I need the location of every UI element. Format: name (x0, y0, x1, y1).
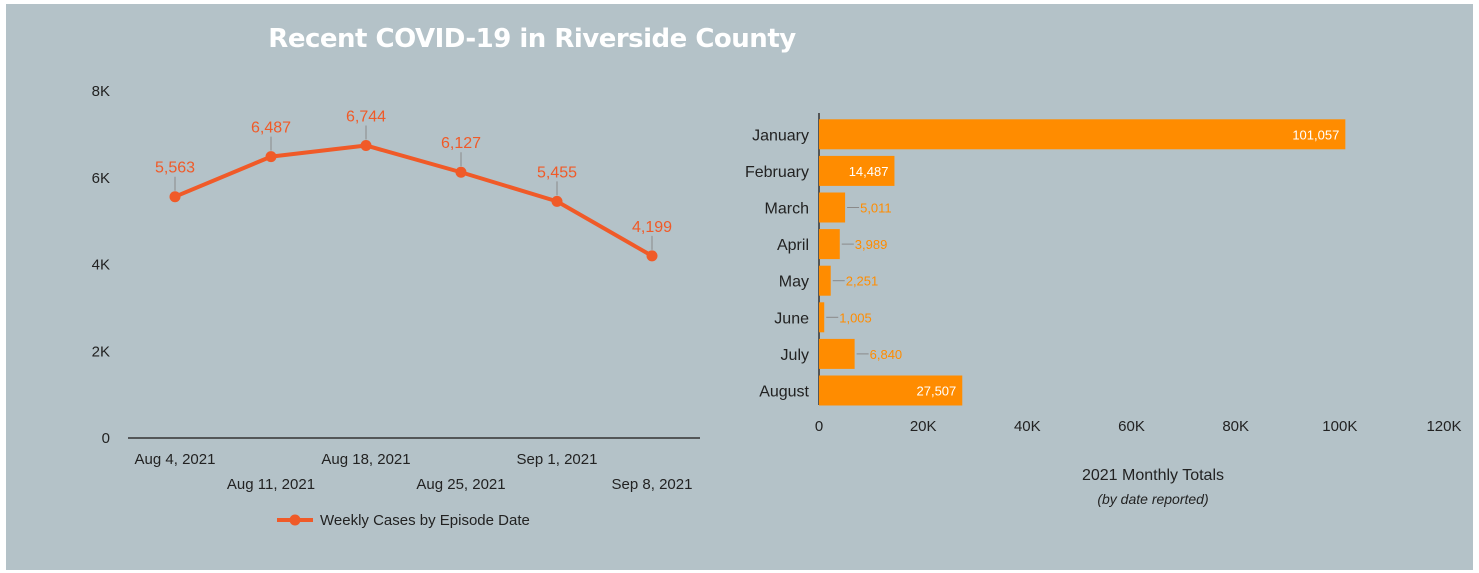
data-point (169, 191, 181, 203)
data-label: 5,455 (537, 164, 577, 181)
data-label: 4,199 (632, 219, 672, 236)
data-label: 3,989 (855, 237, 888, 252)
monthly-totals-bar-chart: January 101,057 February 14,487 March 5,011 Ap… (745, 113, 1462, 507)
category-label: January (752, 127, 809, 144)
data-point (551, 195, 563, 207)
x-axis-title: 2021 Monthly Totals (1082, 467, 1224, 484)
x-tick-label: 100K (1322, 418, 1357, 435)
x-tick-label: 80K (1222, 418, 1249, 435)
x-tick-label: 60K (1118, 418, 1145, 435)
y-tick-label: 8K (92, 83, 110, 100)
data-label: 5,011 (860, 201, 892, 216)
category-label: February (745, 164, 809, 181)
y-tick-label: 4K (92, 257, 110, 274)
bar (819, 338, 855, 369)
data-label: 6,487 (251, 120, 291, 137)
x-tick-label: Sep 1, 2021 (517, 451, 598, 468)
category-label: April (777, 237, 809, 254)
x-tick-label: Aug 18, 2021 (321, 451, 410, 468)
x-tick-label: Sep 8, 2021 (612, 476, 693, 493)
data-point (265, 151, 277, 163)
x-tick-label: 40K (1014, 418, 1041, 435)
x-tick-label: Aug 25, 2021 (416, 476, 505, 493)
data-label: 14,487 (849, 164, 889, 179)
y-tick-label: 2K (92, 343, 110, 360)
data-label: 6,840 (870, 347, 903, 362)
bar (819, 302, 825, 333)
data-label: 2,251 (846, 274, 879, 289)
data-label: 27,507 (917, 384, 957, 399)
legend-swatch-marker (289, 514, 301, 526)
bar (819, 375, 963, 406)
bar (819, 119, 1346, 150)
data-label: 6,744 (346, 108, 386, 125)
dashboard-panel (6, 4, 1473, 570)
x-tick-label: Aug 11, 2021 (227, 476, 315, 493)
x-axis-subtitle: (by date reported) (1097, 491, 1208, 507)
data-label: 6,127 (441, 135, 481, 152)
category-label: August (759, 384, 809, 401)
data-label: 5,563 (155, 160, 195, 177)
category-label: May (779, 274, 809, 291)
y-tick-label: 6K (92, 170, 110, 187)
data-point (455, 166, 467, 178)
y-tick-label: 0 (102, 430, 110, 447)
series-line (174, 143, 653, 258)
bar (819, 155, 895, 186)
data-point (360, 139, 372, 151)
bar (819, 265, 831, 296)
data-label: 101,057 (1292, 127, 1339, 142)
category-label: June (774, 310, 809, 327)
x-tick-label: 0 (815, 418, 823, 435)
category-label: March (765, 201, 809, 218)
bar (819, 229, 840, 260)
x-tick-label: 20K (910, 418, 937, 435)
weekly-cases-line-chart: 0 2K 4K 6K 8K Aug 4, 2021 Aug 11, 2021 Aug 18, … (92, 83, 700, 529)
x-tick-label: 120K (1426, 418, 1461, 435)
page-title: Recent COVID-19 in Riverside County (268, 24, 796, 54)
category-label: July (781, 347, 809, 364)
bar (819, 192, 846, 223)
data-point (646, 250, 658, 262)
legend-label: Weekly Cases by Episode Date (320, 512, 530, 529)
x-tick-label: Aug 4, 2021 (135, 451, 216, 468)
data-label: 1,005 (839, 310, 872, 325)
